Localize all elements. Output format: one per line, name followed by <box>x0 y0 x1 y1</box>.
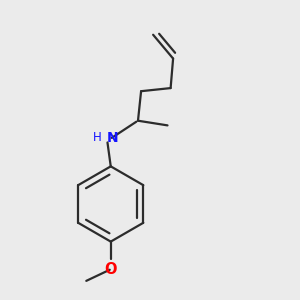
Text: N: N <box>107 131 119 145</box>
Text: H: H <box>93 131 102 144</box>
Text: O: O <box>104 262 117 277</box>
